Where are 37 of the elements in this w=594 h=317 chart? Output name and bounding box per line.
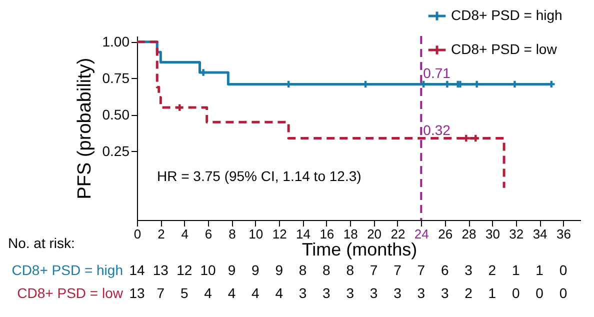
y-tick-label: 0.50: [102, 106, 130, 122]
x-tick-label: 34: [532, 226, 548, 242]
x-tick-label: 22: [390, 226, 406, 242]
legend-label: CD8+ PSD = high: [451, 7, 562, 23]
x-tick-label: 26: [438, 226, 453, 242]
point: [176, 104, 183, 111]
annotation: 0.32: [423, 122, 451, 138]
y-axis-title: PFS (probability): [74, 58, 96, 200]
x-tick-label: 2: [158, 226, 165, 242]
text: 14 13 12 10 9 9 9 8 8 8 7 7 7 6 3 2 1 1 0: [129, 262, 568, 278]
x-tick-label: 12: [272, 226, 287, 242]
text: 13 7 5 4 4 4 4 3 3 3 3 3 3 3 2 1 0 0 0: [129, 285, 568, 301]
x-tick-label: 6: [204, 226, 212, 242]
y-tick-label: 0.25: [102, 142, 130, 159]
x-tick-label: 14: [296, 226, 310, 242]
text: CD8+ PSD = low: [17, 285, 124, 301]
x-tick-label: 4: [181, 226, 188, 242]
x-tick-label: 30: [485, 226, 500, 242]
y-tick-label: 1.00: [102, 33, 130, 50]
text: No. at risk:: [8, 235, 75, 251]
point: [200, 69, 207, 76]
legend-label: CD8+ PSD = low: [451, 41, 558, 57]
annotation: HR = 3.75 (95% CI, 1.14 to 12.3): [157, 168, 362, 184]
x-tick-label: 8: [228, 226, 236, 242]
x-tick-label: 24: [414, 226, 429, 242]
text: CD8+ PSD = high: [12, 262, 123, 278]
x-tick-label: 16: [320, 226, 334, 242]
x-tick-label: 18: [343, 226, 358, 242]
x-tick-label: 0: [134, 226, 142, 242]
annotation: 0.71: [423, 65, 451, 82]
x-axis-title: Time (months): [302, 240, 418, 260]
x-tick-label: 28: [462, 226, 476, 242]
x-tick-label: 36: [556, 226, 571, 242]
x-tick-label: 20: [367, 226, 382, 242]
y-tick-label: 0.75: [102, 70, 130, 86]
x-tick-label: 10: [248, 226, 264, 242]
x-tick-label: 32: [509, 226, 524, 242]
